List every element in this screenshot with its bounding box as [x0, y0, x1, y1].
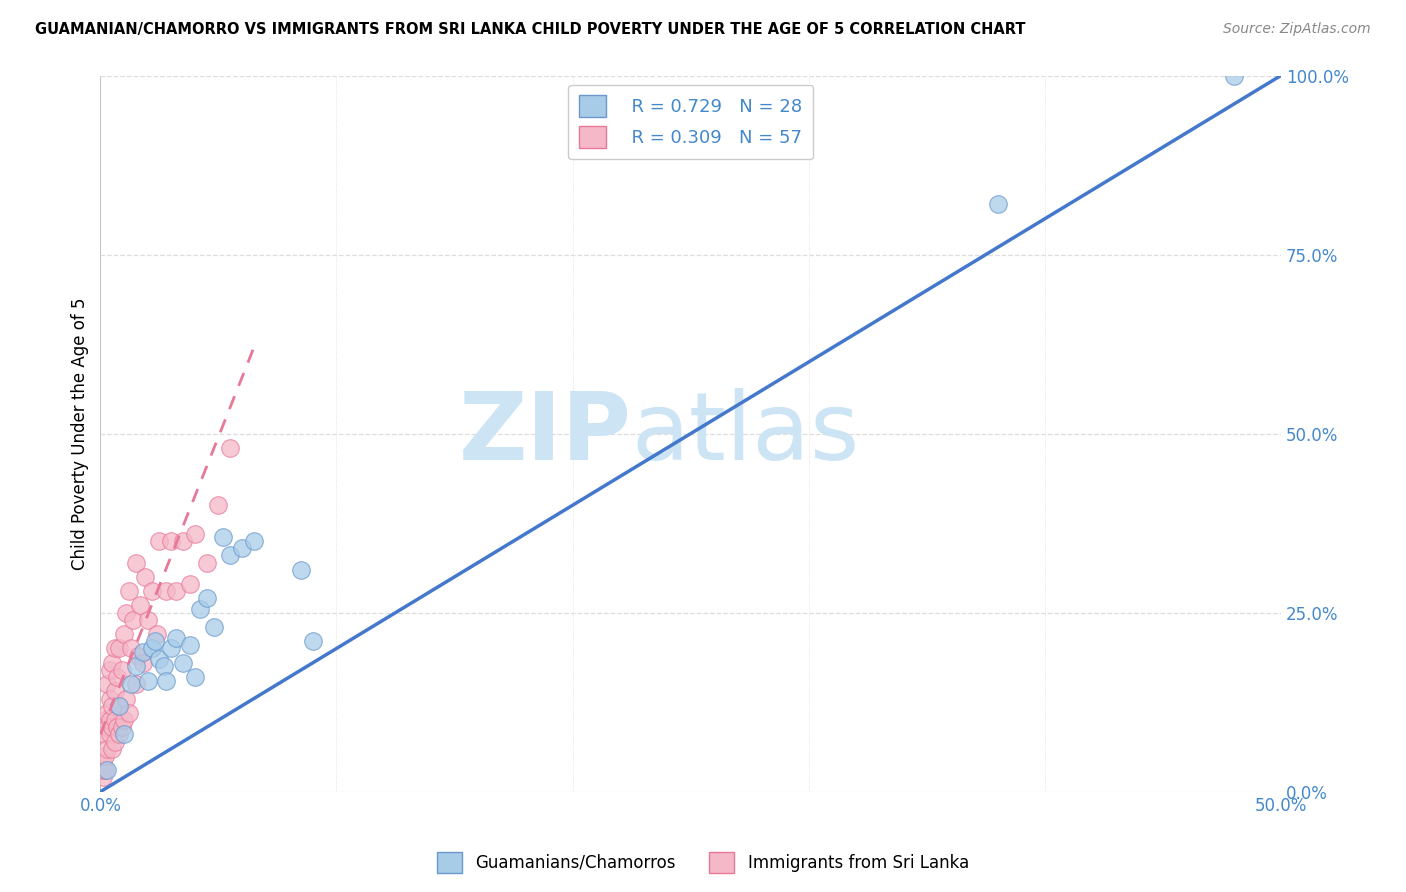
- Point: [179, 638, 201, 652]
- Point: [219, 549, 242, 563]
- Point: [98, 663, 121, 677]
- Point: [101, 741, 124, 756]
- Point: [91, 756, 114, 770]
- Point: [188, 602, 211, 616]
- Point: [202, 620, 225, 634]
- Y-axis label: Child Poverty Under the Age of 5: Child Poverty Under the Age of 5: [72, 297, 89, 570]
- Point: [94, 713, 117, 727]
- Point: [155, 584, 177, 599]
- Point: [179, 577, 201, 591]
- Point: [231, 541, 253, 556]
- Point: [290, 563, 312, 577]
- Point: [172, 656, 194, 670]
- Point: [118, 706, 141, 720]
- Point: [103, 641, 125, 656]
- Point: [108, 641, 131, 656]
- Point: [132, 656, 155, 670]
- Point: [96, 720, 118, 734]
- Point: [101, 698, 124, 713]
- Point: [207, 498, 229, 512]
- Text: atlas: atlas: [631, 388, 860, 480]
- Point: [96, 706, 118, 720]
- Point: [120, 677, 142, 691]
- Point: [120, 641, 142, 656]
- Point: [212, 531, 235, 545]
- Point: [112, 713, 135, 727]
- Point: [103, 713, 125, 727]
- Point: [108, 698, 131, 713]
- Point: [118, 584, 141, 599]
- Point: [160, 534, 183, 549]
- Point: [134, 570, 156, 584]
- Legend: Guamanians/Chamorros, Immigrants from Sri Lanka: Guamanians/Chamorros, Immigrants from Sr…: [430, 846, 976, 880]
- Point: [103, 734, 125, 748]
- Point: [98, 691, 121, 706]
- Point: [105, 720, 128, 734]
- Point: [127, 648, 149, 663]
- Point: [125, 677, 148, 691]
- Point: [153, 659, 176, 673]
- Text: Source: ZipAtlas.com: Source: ZipAtlas.com: [1223, 22, 1371, 37]
- Point: [160, 641, 183, 656]
- Text: ZIP: ZIP: [458, 388, 631, 480]
- Point: [94, 763, 117, 777]
- Point: [98, 727, 121, 741]
- Point: [115, 691, 138, 706]
- Point: [987, 197, 1010, 211]
- Point: [148, 534, 170, 549]
- Point: [172, 534, 194, 549]
- Point: [1222, 69, 1244, 83]
- Point: [302, 634, 325, 648]
- Point: [125, 556, 148, 570]
- Point: [125, 659, 148, 673]
- Point: [143, 634, 166, 648]
- Point: [115, 606, 138, 620]
- Point: [112, 627, 135, 641]
- Legend:   R = 0.729   N = 28,   R = 0.309   N = 57: R = 0.729 N = 28, R = 0.309 N = 57: [568, 85, 813, 160]
- Point: [101, 656, 124, 670]
- Point: [96, 763, 118, 777]
- Point: [110, 663, 132, 677]
- Point: [219, 441, 242, 455]
- Point: [165, 631, 187, 645]
- Point: [148, 652, 170, 666]
- Point: [96, 677, 118, 691]
- Point: [91, 770, 114, 784]
- Point: [141, 584, 163, 599]
- Point: [94, 748, 117, 763]
- Text: GUAMANIAN/CHAMORRO VS IMMIGRANTS FROM SRI LANKA CHILD POVERTY UNDER THE AGE OF 5: GUAMANIAN/CHAMORRO VS IMMIGRANTS FROM SR…: [35, 22, 1025, 37]
- Point: [184, 670, 207, 684]
- Point: [103, 684, 125, 698]
- Point: [108, 698, 131, 713]
- Point: [112, 727, 135, 741]
- Point: [129, 599, 152, 613]
- Point: [195, 556, 218, 570]
- Point: [132, 645, 155, 659]
- Point: [243, 534, 266, 549]
- Point: [108, 727, 131, 741]
- Point: [94, 727, 117, 741]
- Point: [195, 591, 218, 606]
- Point: [101, 720, 124, 734]
- Point: [110, 720, 132, 734]
- Point: [146, 627, 169, 641]
- Point: [105, 670, 128, 684]
- Point: [96, 741, 118, 756]
- Point: [141, 641, 163, 656]
- Point: [136, 673, 159, 688]
- Point: [165, 584, 187, 599]
- Point: [136, 613, 159, 627]
- Point: [91, 763, 114, 777]
- Point: [122, 613, 145, 627]
- Point: [184, 527, 207, 541]
- Point: [155, 673, 177, 688]
- Point: [98, 713, 121, 727]
